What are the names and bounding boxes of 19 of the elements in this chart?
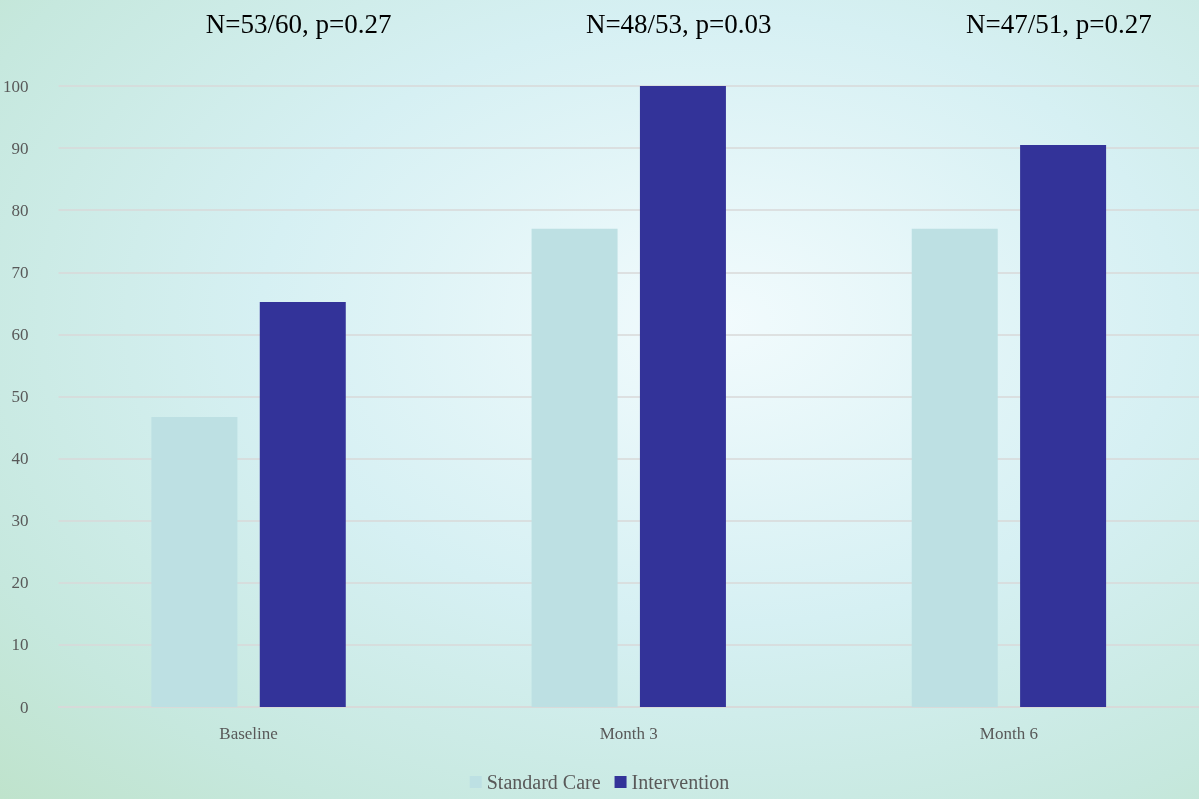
y-tick-label: 70 xyxy=(11,262,29,282)
text: N=48/53, p=0.03 xyxy=(585,9,772,39)
legend-label: Intervention xyxy=(631,771,730,793)
y-tick-label: 0 xyxy=(20,697,29,717)
y-tick-label: 30 xyxy=(11,511,29,531)
y-tick-label: 100 xyxy=(3,76,29,96)
y-tick-label: 90 xyxy=(11,138,29,158)
x-tick-label: Month 3 xyxy=(599,724,658,743)
text: N=53/60, p=0.27 xyxy=(205,9,392,39)
y-tick-label: 80 xyxy=(11,200,29,220)
y-tick-label: 50 xyxy=(11,387,29,406)
legend-label: Standard Care xyxy=(486,771,601,793)
text: N=47/51, p=0.27 xyxy=(966,9,1152,39)
y-tick-label: 10 xyxy=(11,635,29,655)
y-tick-label: 40 xyxy=(11,449,29,469)
y-tick-label: 60 xyxy=(11,324,29,344)
x-tick-label: Baseline xyxy=(219,724,278,743)
y-tick-label: 20 xyxy=(11,573,29,593)
x-tick-label: Month 6 xyxy=(979,724,1038,743)
